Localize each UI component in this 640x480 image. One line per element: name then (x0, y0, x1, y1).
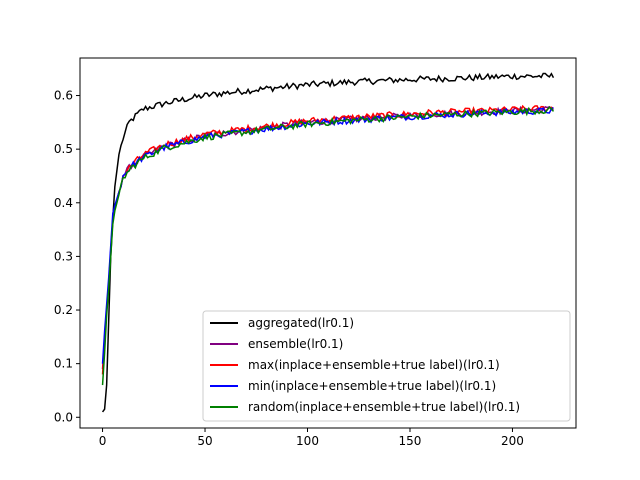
y-tick-label: 0.0 (54, 410, 73, 424)
x-tick-label: 200 (501, 434, 524, 448)
y-tick-label: 0.5 (54, 142, 73, 156)
y-tick-label: 0.3 (54, 249, 73, 263)
y-tick-label: 0.1 (54, 357, 73, 371)
series-layer (101, 72, 555, 413)
series-line-0 (101, 72, 555, 413)
x-tick-label: 150 (399, 434, 422, 448)
legend-label: random(inplace+ensemble+true label)(lr0.… (248, 400, 520, 414)
y-tick-label: 0.2 (54, 303, 73, 317)
x-axis: 0 50 100 150 200 (99, 428, 524, 448)
legend-label: min(inplace+ensemble+true label)(lr0.1) (248, 379, 496, 393)
legend-label: max(inplace+ensemble+true label)(lr0.1) (248, 358, 500, 372)
y-axis: 0.0 0.1 0.2 0.3 0.4 0.5 0.6 (54, 89, 80, 424)
y-tick-label: 0.4 (54, 196, 73, 210)
series-line-4 (101, 106, 555, 386)
series-line-3 (101, 106, 554, 364)
legend-label: ensemble(lr0.1) (248, 337, 343, 351)
x-tick-label: 100 (296, 434, 319, 448)
legend: aggregated(lr0.1) ensemble(lr0.1) max(inpl… (202, 310, 571, 422)
legend-box (202, 310, 571, 422)
x-tick-label: 50 (197, 434, 212, 448)
x-tick-label: 0 (99, 434, 107, 448)
y-tick-label: 0.6 (54, 89, 73, 103)
plot-frame (79, 57, 577, 429)
legend-label: aggregated(lr0.1) (248, 316, 354, 330)
